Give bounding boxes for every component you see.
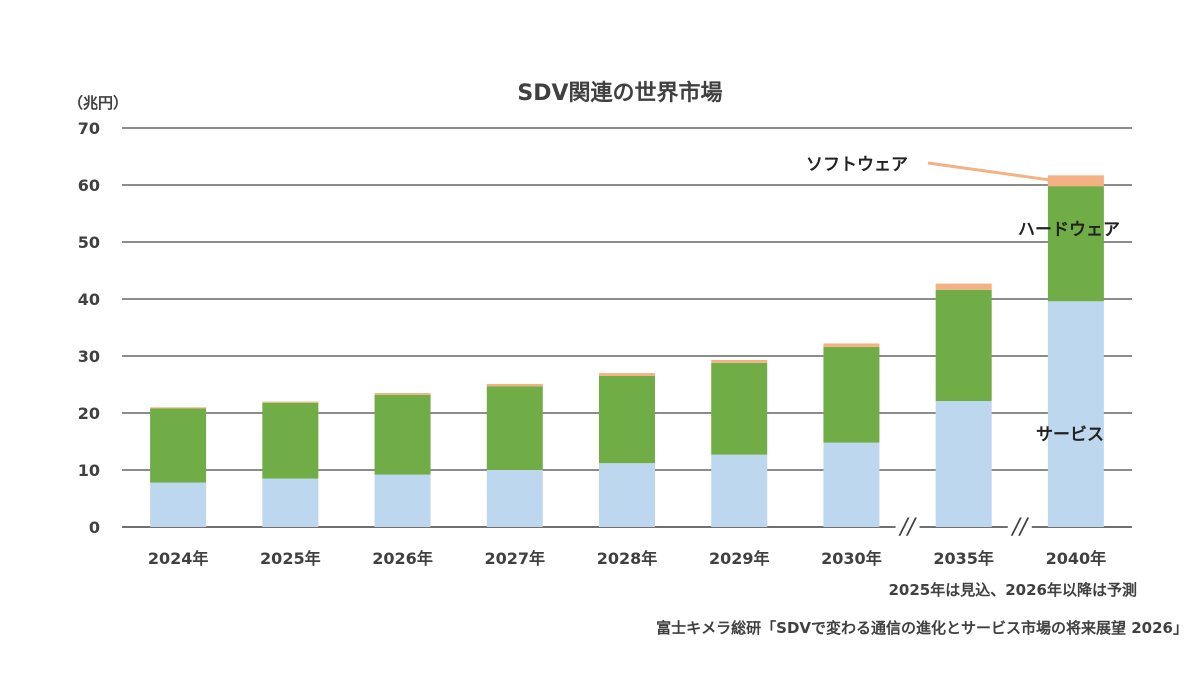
series-label-hardware: ハードウェア (1018, 220, 1120, 240)
x-tick-label: 2040年 (1046, 549, 1107, 568)
bar-segment-software (374, 393, 431, 395)
x-tick-label: 2030年 (821, 549, 882, 568)
axis-break-gap (1007, 523, 1032, 531)
bar-segment-software (935, 283, 992, 290)
axis-breaks: // // (895, 515, 1032, 540)
series-labels: ソフトウェア ハードウェア サービス (806, 155, 1120, 445)
bar-segment-software (823, 343, 880, 347)
source-note: 富士キメラ総研「SDVで変わる通信の進化とサービス市場の将来展望 2026」 (656, 619, 1188, 637)
bar-segment-service (823, 442, 880, 527)
bar-segment-service (374, 474, 431, 527)
bar-segment-software (150, 407, 207, 409)
x-tick-label: 2028年 (597, 549, 658, 568)
axis-break-gap (895, 523, 920, 531)
bar-segment-service (486, 470, 543, 527)
y-tick-label: 20 (78, 404, 100, 423)
x-tick-label: 2029年 (709, 549, 770, 568)
axis-break-mark: // (1010, 515, 1029, 540)
x-tick-label: 2026年 (372, 549, 433, 568)
bar-segment-hardware (823, 346, 880, 443)
x-tick-label: 2024年 (148, 549, 209, 568)
y-tick-label: 0 (89, 518, 100, 537)
bar-segment-software (486, 383, 543, 387)
x-tick-label: 2025年 (260, 549, 321, 568)
bar-segment-hardware (486, 386, 543, 470)
series-label-software: ソフトウェア (806, 155, 908, 175)
y-axis-ticks: 0 10 20 30 40 50 60 70 (78, 119, 100, 537)
y-tick-label: 70 (78, 119, 100, 138)
bar-segment-software (599, 373, 655, 376)
chart-title: SDV関連の世界市場 (517, 80, 722, 106)
bar-segment-hardware (599, 375, 655, 464)
bar-segment-hardware (150, 408, 207, 483)
bar-segment-service (935, 401, 992, 527)
bar-segment-software (711, 359, 768, 363)
bar-segment-service (1047, 301, 1104, 527)
y-tick-label: 60 (78, 176, 100, 195)
series-label-service: サービス (1036, 425, 1104, 445)
bar-segment-service (599, 463, 655, 527)
bar-segment-hardware (374, 394, 431, 475)
axis-break-mark: // (898, 515, 917, 540)
y-tick-label: 50 (78, 233, 100, 252)
bar-segment-hardware (262, 402, 319, 479)
bar-segment-service (262, 478, 319, 527)
x-tick-label: 2035年 (933, 549, 994, 568)
x-axis-ticks: 2024年 2025年 2026年 2027年 2028年 2029年 2030年 2035年… (148, 549, 1106, 568)
bar-segment-software (1047, 175, 1104, 187)
x-tick-label: 2027年 (485, 549, 546, 568)
y-tick-label: 10 (78, 461, 100, 480)
y-tick-label: 30 (78, 347, 100, 366)
bar-segment-service (711, 454, 768, 527)
bar-segment-hardware (711, 362, 768, 455)
y-tick-label: 40 (78, 290, 100, 309)
bar-segment-hardware (935, 289, 992, 402)
bar-segment-software (262, 401, 319, 403)
bar-segment-hardware (1047, 186, 1104, 302)
software-leader-line (927, 161, 1075, 185)
bars (150, 175, 1104, 527)
y-axis-unit: （兆円） (68, 94, 128, 112)
forecast-note: 2025年は見込、2026年以降は予測 (889, 581, 1138, 599)
bar-segment-service (150, 482, 207, 527)
